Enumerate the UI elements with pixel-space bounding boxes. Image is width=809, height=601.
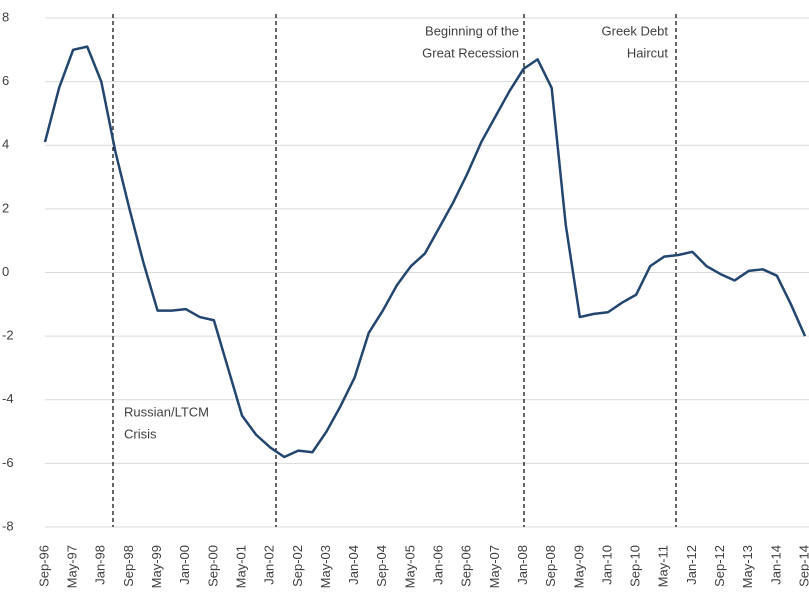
y-tick-label: -6: [2, 455, 14, 470]
x-tick-label: Jan-10: [599, 545, 614, 585]
y-tick-label: 6: [2, 73, 9, 88]
x-tick-label: Sep-00: [205, 545, 220, 587]
annotation: Great Recession: [422, 45, 519, 60]
x-tick-label: Sep-14: [796, 545, 809, 587]
y-tick-label: 0: [2, 264, 9, 279]
x-tick-label: Jan-98: [93, 545, 108, 585]
x-tick-label: Jan-04: [346, 545, 361, 585]
x-tick-label: Sep-06: [459, 545, 474, 587]
data-line: [43, 45, 807, 459]
y-tick-label: 2: [2, 200, 9, 215]
x-tick-label: Jan-14: [768, 545, 783, 585]
annotation: Russian/LTCM: [124, 404, 209, 419]
x-tick-label: Sep-02: [290, 545, 305, 587]
x-tick-label: Sep-12: [712, 545, 727, 587]
x-tick-label: May-99: [149, 545, 164, 588]
annotation: Crisis: [124, 426, 157, 441]
x-tick-label: Jan-00: [177, 545, 192, 585]
y-tick-label: -8: [2, 518, 14, 533]
x-tick-label: May-13: [740, 545, 755, 588]
x-tick-label: Sep-96: [36, 545, 51, 587]
x-tick-label: Sep-04: [374, 545, 389, 587]
annotation: Beginning of the: [425, 23, 519, 38]
annotation: Greek Debt: [602, 23, 669, 38]
x-tick-label: Jan-12: [684, 545, 699, 585]
x-tick-label: Sep-98: [121, 545, 136, 587]
x-tick-label: May-05: [402, 545, 417, 588]
annotation: Haircut: [627, 45, 669, 60]
y-tick-label: 8: [2, 9, 9, 24]
y-tick-label: -4: [2, 391, 14, 406]
x-tick-label: Jan-06: [431, 545, 446, 585]
y-tick-label: -2: [2, 328, 14, 343]
x-tick-label: May-97: [65, 545, 80, 588]
x-tick-label: Jan-02: [262, 545, 277, 585]
y-tick-label: 4: [2, 137, 9, 152]
x-tick-label: Sep-08: [543, 545, 558, 587]
x-tick-label: Sep-10: [628, 545, 643, 587]
x-tick-label: May-03: [318, 545, 333, 588]
x-tick-label: Jan-08: [515, 545, 530, 585]
x-tick-label: May-07: [487, 545, 502, 588]
x-tick-label: May-01: [233, 545, 248, 588]
x-tick-label: May-09: [571, 545, 586, 588]
x-tick-label: May-11: [656, 545, 671, 587]
